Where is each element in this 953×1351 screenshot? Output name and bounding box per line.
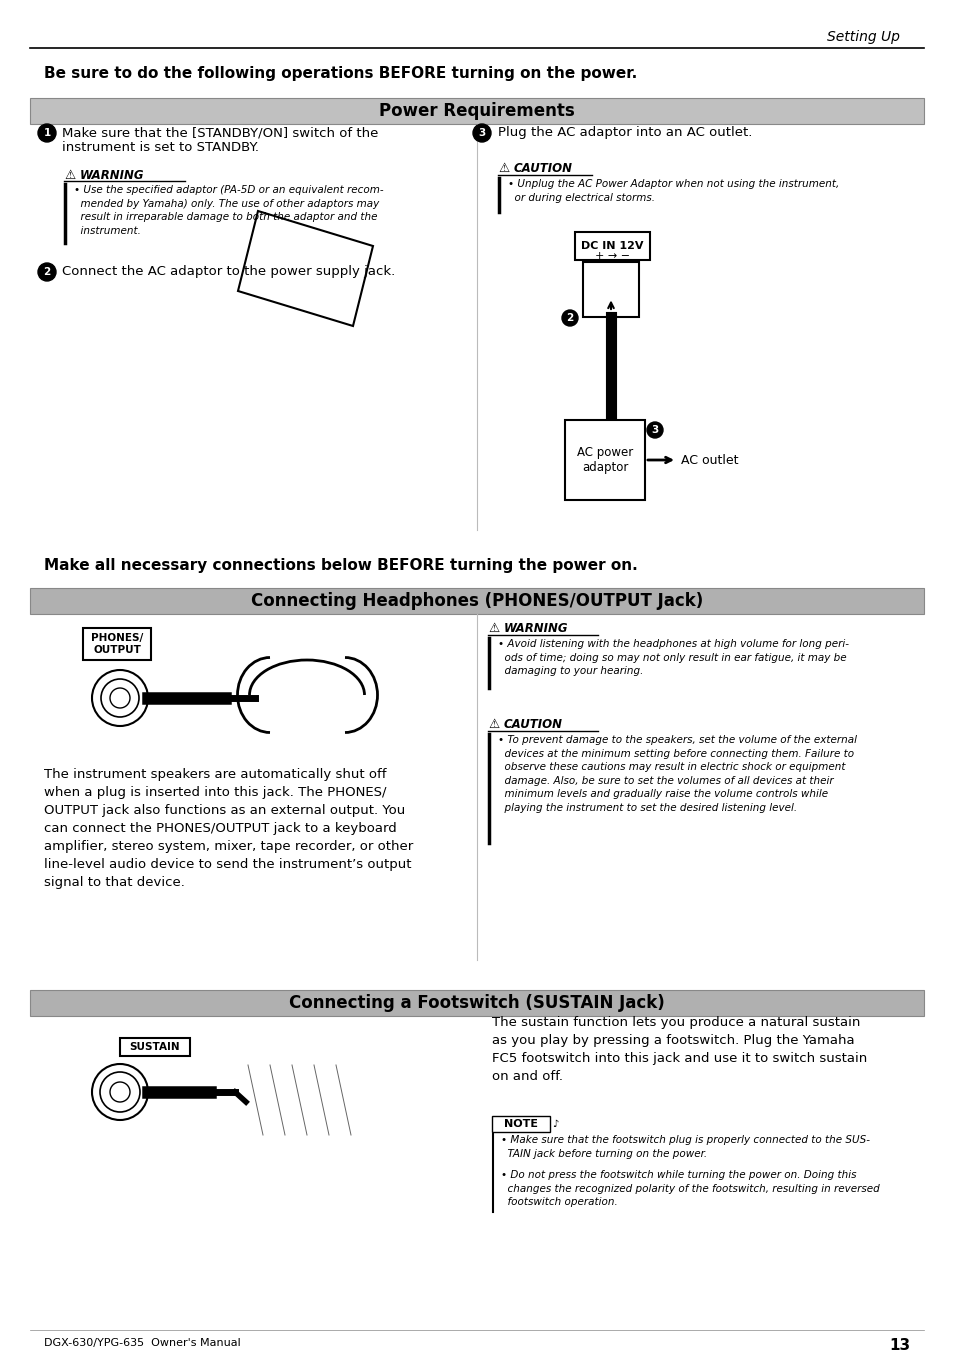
Text: 2: 2 xyxy=(566,313,573,323)
Text: NOTE: NOTE xyxy=(503,1119,537,1129)
Text: Make all necessary connections below BEFORE turning the power on.: Make all necessary connections below BEF… xyxy=(44,558,638,573)
Text: Plug the AC adaptor into an AC outlet.: Plug the AC adaptor into an AC outlet. xyxy=(497,126,752,139)
Text: Connect the AC adaptor to the power supply jack.: Connect the AC adaptor to the power supp… xyxy=(62,265,395,278)
Text: DC IN 12V: DC IN 12V xyxy=(580,240,643,251)
Text: ♪: ♪ xyxy=(552,1119,558,1129)
Text: PHONES/
OUTPUT: PHONES/ OUTPUT xyxy=(91,634,143,655)
Text: • Unplug the AC Power Adaptor when not using the instrument,
  or during electri: • Unplug the AC Power Adaptor when not u… xyxy=(507,178,839,203)
Text: 3: 3 xyxy=(651,426,658,435)
Text: WARNING: WARNING xyxy=(503,621,568,635)
Text: Be sure to do the following operations BEFORE turning on the power.: Be sure to do the following operations B… xyxy=(44,66,637,81)
Bar xyxy=(30,99,923,124)
Text: ⚠: ⚠ xyxy=(497,162,509,176)
Bar xyxy=(83,628,151,661)
Text: ⚠: ⚠ xyxy=(64,169,75,182)
Circle shape xyxy=(561,309,578,326)
Circle shape xyxy=(473,124,491,142)
Text: • To prevent damage to the speakers, set the volume of the external
  devices at: • To prevent damage to the speakers, set… xyxy=(497,735,856,813)
Circle shape xyxy=(38,124,56,142)
Text: 3: 3 xyxy=(477,128,485,138)
Text: SUSTAIN: SUSTAIN xyxy=(130,1042,180,1052)
Text: 1: 1 xyxy=(43,128,51,138)
Text: • Avoid listening with the headphones at high volume for long peri-
  ods of tim: • Avoid listening with the headphones at… xyxy=(497,639,848,677)
Text: • Make sure that the footswitch plug is properly connected to the SUS-
  TAIN ja: • Make sure that the footswitch plug is … xyxy=(500,1135,869,1159)
Bar xyxy=(582,262,639,317)
Bar xyxy=(30,990,923,1016)
Polygon shape xyxy=(237,211,373,326)
Text: AC outlet: AC outlet xyxy=(680,454,738,466)
Circle shape xyxy=(605,285,616,295)
Text: 13: 13 xyxy=(888,1337,909,1351)
Text: 2: 2 xyxy=(43,267,51,277)
Text: Make sure that the [STANDBY/ON] switch of the
instrument is set to STANDBY.: Make sure that the [STANDBY/ON] switch o… xyxy=(62,126,378,154)
Text: ⚠: ⚠ xyxy=(488,717,498,731)
Bar xyxy=(564,420,644,500)
Text: AC power
adaptor: AC power adaptor xyxy=(577,446,633,474)
Text: The sustain function lets you produce a natural sustain
as you play by pressing : The sustain function lets you produce a … xyxy=(492,1016,866,1084)
Text: CAUTION: CAUTION xyxy=(503,717,562,731)
Text: Connecting a Footswitch (SUSTAIN Jack): Connecting a Footswitch (SUSTAIN Jack) xyxy=(289,994,664,1012)
Text: ⚠: ⚠ xyxy=(488,621,498,635)
Text: Connecting Headphones (PHONES/OUTPUT Jack): Connecting Headphones (PHONES/OUTPUT Jac… xyxy=(251,592,702,611)
Text: • Do not press the footswitch while turning the power on. Doing this
  changes t: • Do not press the footswitch while turn… xyxy=(500,1170,879,1208)
Text: DGX-630/YPG-635  Owner's Manual: DGX-630/YPG-635 Owner's Manual xyxy=(44,1337,240,1348)
Text: WARNING: WARNING xyxy=(80,169,144,182)
Text: The instrument speakers are automatically shut off
when a plug is inserted into : The instrument speakers are automaticall… xyxy=(44,767,413,889)
Bar xyxy=(30,588,923,613)
Text: Setting Up: Setting Up xyxy=(826,30,899,45)
Text: • Use the specified adaptor (PA-5D or an equivalent recom-
  mended by Yamaha) o: • Use the specified adaptor (PA-5D or an… xyxy=(74,185,383,236)
Bar xyxy=(120,1038,190,1056)
Circle shape xyxy=(38,263,56,281)
Circle shape xyxy=(646,422,662,438)
Text: Power Requirements: Power Requirements xyxy=(378,101,575,120)
Bar xyxy=(575,232,649,259)
Bar xyxy=(492,1116,550,1132)
Text: CAUTION: CAUTION xyxy=(514,162,573,176)
Text: + → −: + → − xyxy=(595,251,629,261)
